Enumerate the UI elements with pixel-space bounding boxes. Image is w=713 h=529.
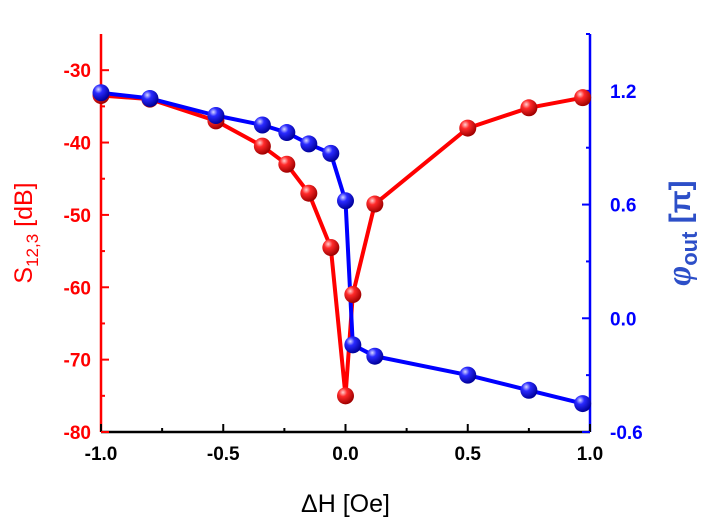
axis-labels: -1.0 -0.5 0.0 0.5 1.0 -30 -40 -50 -60 -70 -80 1.2 0.… (10, 61, 702, 518)
data-point-right (253, 116, 271, 134)
data-point-left (366, 195, 384, 213)
left-tick-label: -40 (64, 134, 91, 155)
data-point-right (141, 89, 159, 107)
right-tick-label: 0.6 (610, 196, 636, 217)
data-point-left (300, 184, 318, 202)
data-point-right (520, 381, 538, 399)
left-axis-label: S12,3 [dB] (10, 182, 42, 283)
series-lines (100, 90, 584, 406)
x-tick-label: -1.0 (85, 444, 118, 465)
right-tick-label: -0.6 (610, 423, 643, 444)
right-axis-label-sub: out (677, 231, 702, 266)
data-point-left (574, 89, 592, 107)
right-axis-label: φout [π] (661, 180, 702, 285)
right-tick-label: 0.0 (610, 309, 636, 330)
left-tick-label: -70 (64, 351, 91, 372)
data-point-right (300, 135, 318, 153)
left-tick-label: -80 (64, 423, 91, 444)
x-tick-label: 0.5 (455, 444, 482, 465)
left-tick-label: -50 (64, 206, 91, 227)
data-point-right (459, 366, 477, 384)
data-point-right (278, 124, 296, 142)
data-point-left (322, 238, 340, 256)
data-point-right (574, 395, 592, 413)
x-tick-label: 1.0 (577, 444, 603, 465)
data-point-right (322, 144, 340, 162)
x-tick-label: -0.5 (207, 444, 240, 465)
left-axis-label-main: S (10, 267, 38, 284)
left-axis-label-unit: [dB] (10, 182, 38, 233)
left-tick-label: -30 (64, 61, 91, 82)
data-point-left (344, 286, 362, 304)
data-point-left (337, 387, 354, 405)
x-tick-label: 0.0 (332, 444, 358, 465)
data-points (92, 84, 592, 413)
data-point-left (278, 155, 296, 173)
data-point-right (337, 192, 354, 210)
right-tick-label: 1.2 (610, 82, 636, 103)
left-tick-label: -60 (64, 278, 91, 299)
data-point-left (253, 137, 271, 155)
data-point-left (459, 119, 477, 137)
data-point-right (92, 84, 110, 102)
data-point-right (344, 336, 362, 354)
right-axis-label-main: φ (661, 266, 698, 286)
x-axis-label: ΔH [Oe] (301, 490, 390, 518)
data-point-right (366, 347, 384, 365)
series-line-left (100, 93, 584, 398)
data-point-right (207, 106, 225, 124)
left-axis-label-sub: 12,3 (23, 234, 42, 267)
data-point-left (520, 99, 538, 117)
right-axis-label-unit: [π] (664, 180, 697, 231)
